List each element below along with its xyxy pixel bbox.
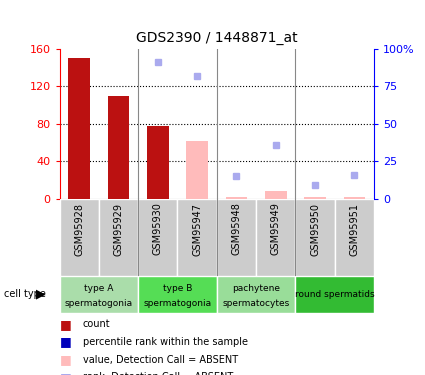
Text: count: count	[83, 320, 110, 329]
Title: GDS2390 / 1448871_at: GDS2390 / 1448871_at	[136, 31, 298, 45]
Bar	[108, 96, 129, 199]
Text: ■: ■	[60, 318, 71, 331]
Text: type B: type B	[163, 284, 192, 293]
Bar	[138, 199, 178, 276]
Bar	[217, 199, 256, 276]
Bar	[335, 199, 374, 276]
Text: rank, Detection Call = ABSENT: rank, Detection Call = ABSENT	[83, 372, 233, 375]
Bar	[147, 126, 169, 199]
Bar	[217, 276, 295, 313]
Bar	[60, 276, 138, 313]
Text: GSM95950: GSM95950	[310, 202, 320, 256]
Bar	[295, 199, 335, 276]
Bar	[226, 197, 247, 199]
Bar	[304, 197, 326, 199]
Text: ■: ■	[60, 353, 71, 366]
Text: spermatogonia: spermatogonia	[65, 299, 133, 308]
Text: round spermatids: round spermatids	[295, 290, 374, 299]
Bar	[138, 276, 217, 313]
Text: spermatocytes: spermatocytes	[222, 299, 290, 308]
Text: pachytene: pachytene	[232, 284, 280, 293]
Text: GSM95930: GSM95930	[153, 202, 163, 255]
Text: cell type: cell type	[4, 290, 46, 299]
Bar	[265, 191, 286, 199]
Bar	[295, 276, 374, 313]
Text: GSM95928: GSM95928	[74, 202, 84, 256]
Bar	[256, 199, 295, 276]
Text: type A: type A	[84, 284, 113, 293]
Text: percentile rank within the sample: percentile rank within the sample	[83, 337, 248, 347]
Bar	[99, 199, 138, 276]
Bar	[68, 58, 90, 199]
Bar	[60, 199, 99, 276]
Text: ■: ■	[60, 371, 71, 375]
Text: ■: ■	[60, 336, 71, 348]
Text: GSM95948: GSM95948	[231, 202, 241, 255]
Bar	[178, 199, 217, 276]
Text: GSM95947: GSM95947	[192, 202, 202, 256]
Text: GSM95949: GSM95949	[271, 202, 281, 255]
Bar	[343, 197, 365, 199]
Text: ▶: ▶	[36, 288, 46, 301]
Text: GSM95951: GSM95951	[349, 202, 360, 256]
Text: value, Detection Call = ABSENT: value, Detection Call = ABSENT	[83, 355, 238, 364]
Text: spermatogonia: spermatogonia	[143, 299, 212, 308]
Bar	[186, 141, 208, 199]
Text: GSM95929: GSM95929	[113, 202, 124, 256]
